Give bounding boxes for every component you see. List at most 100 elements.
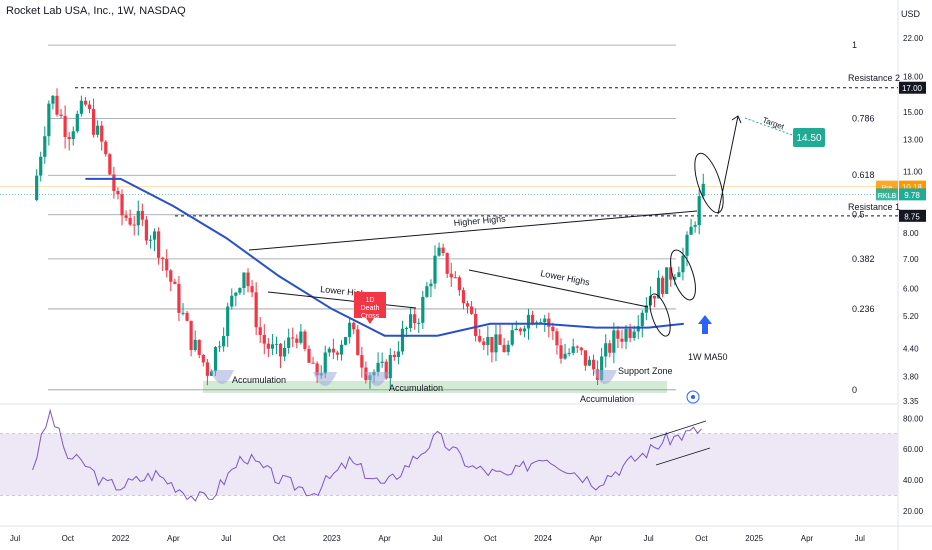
chart-title: Rocket Lab USA, Inc., 1W, NASDAQ	[6, 5, 186, 17]
candle-body	[283, 347, 287, 357]
lower-highs-line-1	[267, 291, 417, 309]
accumulation-bubble	[313, 372, 337, 386]
candle-body	[563, 353, 567, 359]
x-tick-label: Apr	[378, 534, 391, 543]
candle-body	[510, 330, 514, 345]
accumulation-label-1: Accumulation	[232, 375, 286, 385]
candle-body	[413, 314, 417, 324]
y-tick-label: 13.00	[903, 135, 924, 144]
x-tick-label: Apr	[801, 534, 814, 543]
candle-body	[238, 288, 242, 293]
price-tag-value: 8.75	[904, 212, 920, 221]
candle-body	[656, 277, 661, 299]
higher-highs-label: Higher Highs	[453, 213, 506, 228]
candle-body	[498, 334, 502, 345]
candle-body	[701, 183, 705, 197]
candle-body	[120, 194, 124, 216]
candle-body	[490, 336, 494, 353]
candle-body	[222, 335, 226, 347]
candle-body	[75, 113, 79, 132]
candle-body	[71, 131, 75, 140]
candle-body	[421, 296, 425, 323]
candle-body	[636, 326, 640, 332]
fib-label: 0.786	[852, 113, 875, 123]
x-tick-label: 2023	[323, 534, 341, 543]
resistance-1-label: Resistance 1	[848, 202, 900, 212]
rsi-tick-label: 40.00	[903, 476, 924, 485]
candle-body	[469, 306, 474, 314]
candle-body	[307, 348, 311, 363]
candle-body	[43, 136, 47, 157]
base-ellipse	[649, 293, 671, 337]
candle-body	[620, 338, 624, 342]
currency-label: USD	[900, 9, 920, 19]
candle-body	[461, 290, 466, 304]
target-line	[744, 117, 796, 137]
candle-body	[661, 277, 665, 294]
candle-body	[409, 314, 413, 329]
candle-body	[384, 361, 388, 379]
price-tag-value: 9.78	[904, 191, 920, 200]
fib-label: 1	[852, 40, 857, 50]
candle-body	[600, 356, 604, 380]
candle-body	[547, 318, 551, 327]
candle-body	[360, 355, 364, 368]
candle-body	[429, 283, 433, 287]
fib-label: 0	[852, 385, 857, 395]
candle-body	[640, 312, 644, 327]
candle-body	[604, 343, 608, 357]
candle-body	[518, 328, 522, 332]
candle-body	[530, 314, 535, 325]
candle-body	[254, 292, 258, 328]
candle-body	[63, 115, 67, 137]
candle-body	[543, 318, 547, 323]
candle-body	[457, 277, 461, 291]
candle-body	[67, 136, 71, 140]
candle-body	[205, 362, 209, 376]
x-tick-label: Jul	[221, 534, 231, 543]
y-tick-label: 18.00	[903, 73, 924, 82]
candle-body	[262, 335, 266, 344]
candle-body	[303, 331, 307, 349]
candle-body	[132, 224, 136, 226]
accumulation-bubble	[593, 370, 617, 384]
candle-body	[343, 337, 348, 345]
y-tick-label: 4.40	[903, 344, 919, 353]
candle-body	[502, 344, 506, 352]
candle-body	[685, 234, 689, 256]
candle-body	[616, 330, 620, 339]
candle-body	[583, 350, 587, 366]
rsi-channel-lower	[655, 447, 711, 466]
accumulation-label-2: Accumulation	[389, 383, 443, 393]
candle-body	[445, 253, 449, 274]
y-tick-label: 8.00	[903, 229, 919, 238]
candle-body	[669, 267, 673, 280]
accumulation-bubble	[210, 370, 234, 384]
candle-body	[331, 348, 335, 353]
candle-body	[624, 329, 628, 342]
candle-body	[35, 175, 39, 200]
candle-body	[465, 303, 470, 307]
price-tag-name: RKLB	[878, 193, 897, 200]
candle-body	[628, 329, 632, 338]
price-tag-value: 17.00	[902, 84, 923, 93]
candle-body	[104, 141, 108, 155]
candle-body	[575, 346, 579, 348]
candle-body	[87, 104, 92, 110]
candle-body	[213, 347, 218, 372]
candle-body	[327, 348, 331, 353]
y-tick-label: 11.00	[903, 168, 923, 177]
candle-body	[677, 272, 681, 277]
candle-body	[551, 326, 555, 332]
price-tag-value: 10.18	[902, 183, 923, 192]
y-tick-label: 7.00	[903, 255, 919, 264]
x-tick-label: Apr	[167, 534, 180, 543]
candle-body	[287, 337, 291, 348]
candle-body	[608, 343, 612, 353]
candle-body	[161, 257, 165, 260]
candle-body	[339, 344, 344, 355]
candle-body	[478, 336, 482, 342]
candle-body	[648, 295, 653, 306]
price-tag	[899, 209, 926, 222]
